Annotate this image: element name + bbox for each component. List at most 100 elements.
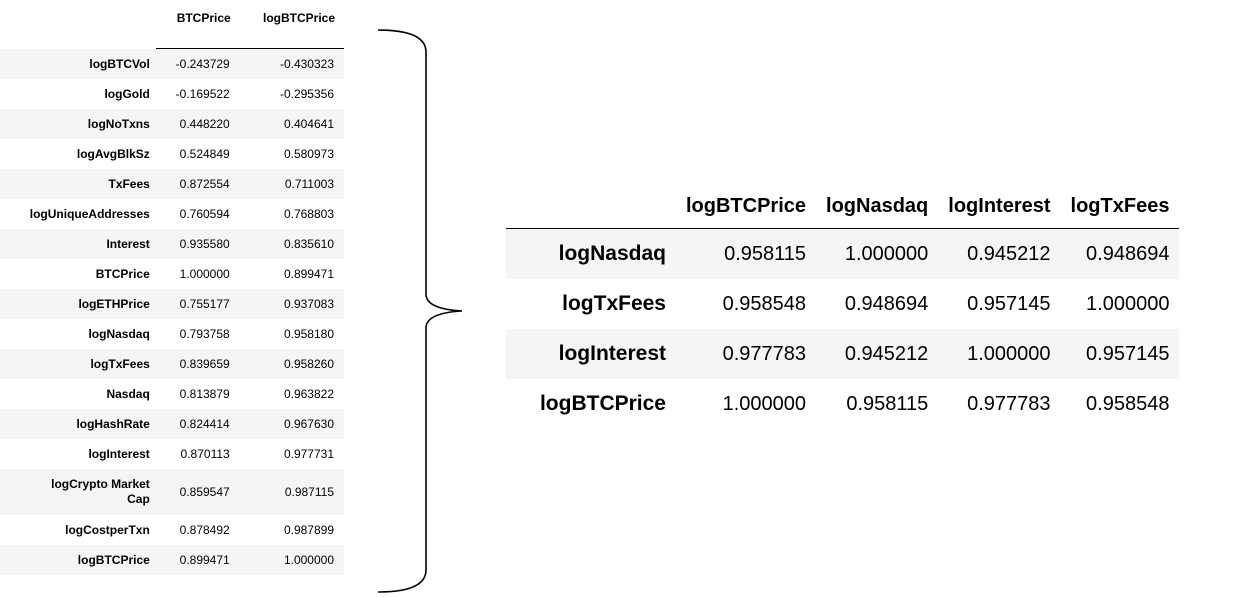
- table-row: logHashRate 0.824414 0.967630: [0, 409, 344, 439]
- row-header: logInterest: [558, 342, 666, 365]
- table-cell: 1.000000: [179, 267, 230, 281]
- header-row: logBTCPrice logNasdaq logInterest logTxF…: [506, 184, 1179, 229]
- table-cell: 0.945212: [938, 228, 1061, 279]
- table-cell: 0.948694: [844, 292, 929, 315]
- table-cell: 0.760594: [179, 207, 230, 221]
- table-cell: 0.945212: [844, 342, 929, 365]
- row-header: TxFees: [108, 177, 150, 191]
- table-cell: -0.243729: [175, 57, 230, 71]
- row-header: logCostperTxn: [65, 523, 150, 537]
- column-header: logInterest: [948, 194, 1051, 217]
- table-cell: 0.755177: [179, 297, 230, 311]
- column-header: BTCPrice: [176, 11, 231, 25]
- table-cell: 0.958548: [722, 292, 807, 315]
- table-cell: 0.935580: [179, 237, 230, 251]
- row-header: Nasdaq: [106, 387, 150, 401]
- row-header: logCrypto Market Cap: [0, 469, 156, 515]
- table-row: logBTCPrice 0.899471 1.000000: [0, 545, 344, 575]
- table-cell: 1.000000: [283, 553, 334, 567]
- header-row: BTCPrice logBTCPrice: [0, 0, 344, 36]
- table-cell: 0.948694: [1060, 228, 1180, 279]
- table-row: logUniqueAddresses 0.760594 0.768803: [0, 199, 344, 229]
- row-header: logTxFees: [90, 357, 150, 371]
- table-cell: 0.958180: [283, 327, 334, 341]
- table-cell: 0.958115: [846, 392, 929, 415]
- table-cell: 0.958260: [283, 357, 334, 371]
- curly-brace-icon: [377, 29, 463, 593]
- table-cell: 0.958548: [1086, 392, 1170, 415]
- table-row: logInterest 0.870113 0.977731: [0, 439, 344, 469]
- table-row: logETHPrice 0.755177 0.937083: [0, 289, 344, 319]
- table-cell: 0.768803: [283, 207, 334, 221]
- table-cell: -0.295356: [279, 87, 334, 101]
- table-row: logBTCVol -0.243729 -0.430323: [0, 48, 344, 79]
- table-cell: 0.957145: [967, 292, 1051, 315]
- column-header: logBTCPrice: [686, 194, 807, 217]
- table-cell: 0.524849: [179, 147, 230, 161]
- corner-cell: [506, 184, 676, 229]
- table-row: BTCPrice 1.000000 0.899471: [0, 259, 344, 289]
- row-header: logHashRate: [76, 417, 150, 431]
- row-header: logBTCPrice: [77, 553, 150, 567]
- table-row: logInterest 0.977783 0.945212 1.000000 0…: [506, 329, 1180, 379]
- row-header: logNoTxns: [87, 117, 150, 131]
- table-cell: 0.977731: [283, 447, 334, 461]
- table-row: logNasdaq 0.958115 1.000000 0.945212 0.9…: [506, 228, 1180, 279]
- column-header: logTxFees: [1070, 194, 1170, 217]
- row-header: BTCPrice: [95, 267, 150, 281]
- table-cell: 0.967630: [283, 417, 334, 431]
- table-row: logAvgBlkSz 0.524849 0.580973: [0, 139, 344, 169]
- table-row: logTxFees 0.839659 0.958260: [0, 349, 344, 379]
- table-row: logNasdaq 0.793758 0.958180: [0, 319, 344, 349]
- table-cell: 1.000000: [1086, 292, 1170, 315]
- row-header: logTxFees: [562, 292, 666, 315]
- table-cell: 0.448220: [179, 117, 230, 131]
- table-cell: -0.430323: [279, 57, 334, 71]
- table-row: logBTCPrice 1.000000 0.958115 0.977783 0…: [506, 379, 1180, 429]
- row-header: logBTCPrice: [539, 392, 666, 415]
- correlation-table-selected: logBTCPrice logNasdaq logInterest logTxF…: [506, 184, 1180, 429]
- row-header: logAvgBlkSz: [76, 147, 150, 161]
- table-cell: 0.824414: [179, 417, 230, 431]
- row-header: logNasdaq: [506, 228, 676, 279]
- table-cell: 0.937083: [283, 297, 334, 311]
- table-cell: 0.793758: [179, 327, 230, 341]
- table-cell: 0.987899: [283, 523, 334, 537]
- table-row: logTxFees 0.958548 0.948694 0.957145 1.0…: [506, 279, 1180, 329]
- table-row: Nasdaq 0.813879 0.963822: [0, 379, 344, 409]
- row-header-label: logCrypto Market Cap: [51, 477, 150, 506]
- row-header: logInterest: [88, 447, 150, 461]
- table-cell: 0.859547: [179, 485, 230, 499]
- row-header: logUniqueAddresses: [29, 207, 150, 221]
- column-header: logNasdaq: [826, 194, 929, 217]
- table-cell: 0.580973: [283, 147, 334, 161]
- table-cell: 0.958115: [676, 228, 817, 279]
- table-cell: 0.870113: [180, 447, 230, 461]
- table-cell: 0.899471: [283, 267, 334, 281]
- correlation-table-all: BTCPrice logBTCPrice logBTCVol -0.243729…: [0, 0, 344, 575]
- row-header: Interest: [106, 237, 150, 251]
- table-row: logCrypto Market Cap 0.859547 0.987115: [0, 469, 344, 515]
- row-header: logBTCVol: [89, 56, 150, 71]
- table-cell: 0.839659: [179, 357, 230, 371]
- table-row: logGold -0.169522 -0.295356: [0, 79, 344, 109]
- row-header: logNasdaq: [88, 327, 150, 341]
- table-cell: 0.813879: [179, 387, 230, 401]
- table-cell: 0.404641: [283, 117, 334, 131]
- table-row: logCostperTxn 0.878492 0.987899: [0, 515, 344, 545]
- table-cell: 0.957145: [1086, 342, 1170, 365]
- table-cell: 1.000000: [722, 392, 807, 415]
- table-cell: 0.963822: [283, 387, 334, 401]
- corner-cell: [0, 0, 156, 36]
- table-cell: 0.835610: [283, 237, 334, 251]
- table-row: logNoTxns 0.448220 0.404641: [0, 109, 344, 139]
- table-row: Interest 0.935580 0.835610: [0, 229, 344, 259]
- row-header: logGold: [104, 87, 150, 101]
- table-row: TxFees 0.872554 0.711003: [0, 169, 344, 199]
- table-cell: 0.872554: [179, 177, 230, 191]
- table-cell: 0.711003: [284, 177, 334, 191]
- table-cell: 0.878492: [179, 523, 230, 537]
- table-cell: 0.899471: [179, 553, 230, 567]
- column-header: logBTCPrice: [262, 11, 335, 25]
- table-cell: 1.000000: [816, 228, 939, 279]
